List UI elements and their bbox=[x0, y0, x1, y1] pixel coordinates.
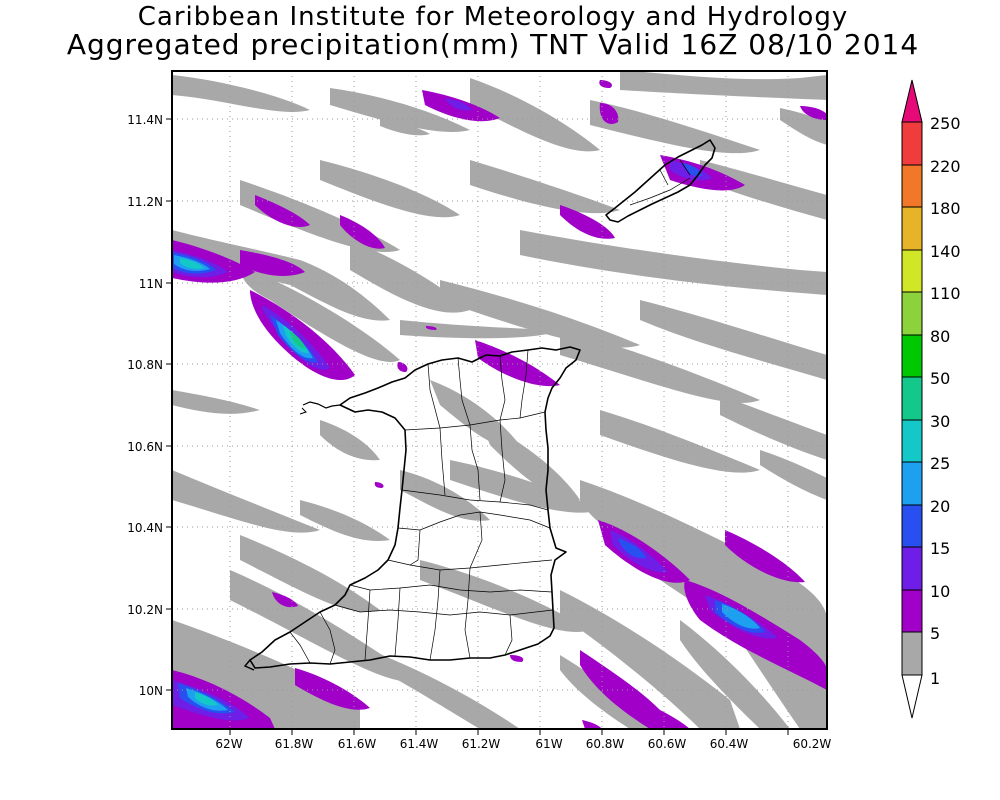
lon-axis-labels: 62W 61.8W 61.6W 61.4W 61.2W 61W 60.8W 60… bbox=[215, 737, 831, 751]
lon-label: 60.6W bbox=[648, 737, 687, 751]
chart-title: Caribbean Institute for Meteorology and … bbox=[137, 2, 849, 32]
lon-label: 62W bbox=[215, 737, 242, 751]
lat-label: 10.6N bbox=[127, 440, 163, 454]
plot-frame bbox=[171, 70, 828, 730]
lon-label: 61.2W bbox=[462, 737, 501, 751]
colorbar-label: 140 bbox=[930, 242, 961, 261]
lon-label: 61.8W bbox=[275, 737, 314, 751]
colorbar-label: 30 bbox=[930, 412, 950, 431]
colorbar-label: 25 bbox=[930, 454, 950, 473]
colorbar-label: 15 bbox=[930, 539, 950, 558]
lon-label: 60.4W bbox=[710, 737, 749, 751]
precip-level-50 bbox=[290, 331, 306, 349]
colorbar-label: 180 bbox=[930, 199, 961, 218]
colorbar-label: 5 bbox=[930, 624, 940, 643]
colorbar-label: 250 bbox=[930, 114, 961, 133]
colorbar-swatch bbox=[901, 504, 923, 548]
lon-label: 61.4W bbox=[400, 737, 439, 751]
colorbar-swatch bbox=[901, 631, 923, 676]
lon-label: 61.6W bbox=[338, 737, 377, 751]
chart-subtitle: Aggregated precipitation(mm) TNT Valid 1… bbox=[66, 28, 920, 61]
colorbar-swatch bbox=[901, 546, 923, 591]
lat-label: 10.8N bbox=[127, 358, 163, 372]
colorbar-swatch bbox=[901, 206, 923, 251]
colorbar-swatch bbox=[901, 419, 923, 463]
colorbar-swatch bbox=[901, 291, 923, 336]
tick-marks bbox=[166, 118, 789, 735]
lat-label: 10N bbox=[139, 684, 163, 698]
precip-level-5 bbox=[172, 71, 827, 729]
tobago-island bbox=[605, 139, 716, 223]
trinidad-internal-boundaries bbox=[289, 349, 554, 665]
colorbar-swatch bbox=[901, 249, 923, 293]
colorbar-swatch bbox=[901, 461, 923, 506]
colorbar-label: 1 bbox=[930, 669, 940, 688]
colorbar-bottom-arrow bbox=[901, 674, 923, 719]
lon-label: 60.8W bbox=[586, 737, 625, 751]
colorbar-label: 80 bbox=[930, 327, 950, 346]
precipitation-field bbox=[172, 71, 827, 729]
lat-label: 11.4N bbox=[127, 113, 163, 127]
lat-label: 10.4N bbox=[127, 521, 163, 535]
colorbar-swatch bbox=[901, 589, 923, 633]
colorbar-swatch bbox=[901, 376, 923, 421]
colorbar-label: 220 bbox=[930, 157, 961, 176]
trinidad-island bbox=[243, 346, 581, 671]
lat-label: 10.2N bbox=[127, 603, 163, 617]
colorbar-label: 110 bbox=[930, 284, 961, 303]
lat-label: 11.2N bbox=[127, 195, 163, 209]
colorbar-swatch bbox=[901, 164, 923, 208]
colorbar-swatch bbox=[901, 334, 923, 378]
colorbar-swatch bbox=[901, 121, 923, 166]
colorbar-label: 50 bbox=[930, 369, 950, 388]
colorbar: 250 220 180 140 110 80 50 30 25 20 15 10… bbox=[901, 79, 961, 719]
colorbar-label: 20 bbox=[930, 497, 950, 516]
lon-label: 61W bbox=[535, 737, 562, 751]
lon-label: 60.2W bbox=[793, 737, 832, 751]
lat-axis-labels: 11.4N 11.2N 11N 10.8N 10.6N 10.4N 10.2N … bbox=[127, 113, 163, 698]
colorbar-top-arrow bbox=[901, 79, 923, 123]
colorbar-label: 10 bbox=[930, 582, 950, 601]
lat-label: 11N bbox=[139, 277, 163, 291]
gridlines bbox=[172, 71, 827, 729]
